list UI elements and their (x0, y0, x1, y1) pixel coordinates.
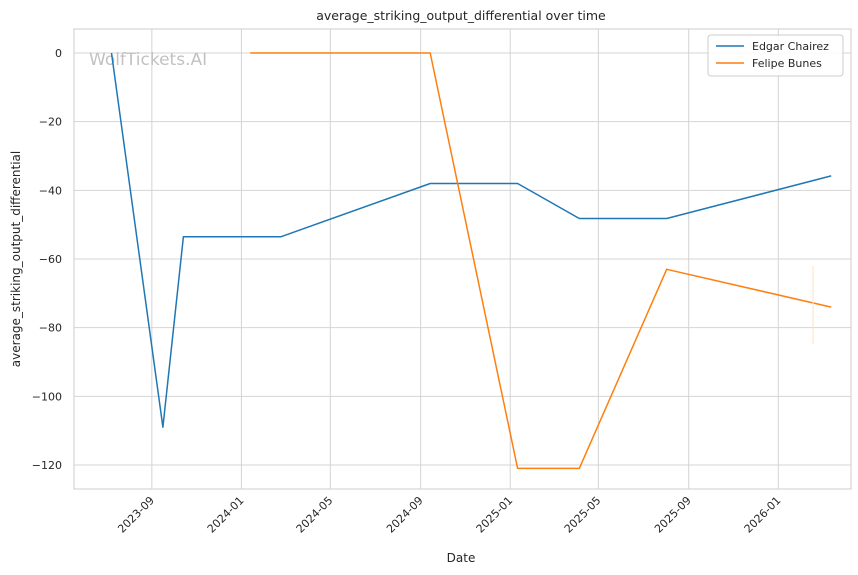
y-tick-label: −120 (32, 459, 62, 472)
y-tick-label: −40 (39, 184, 62, 197)
chart-title: average_striking_output_differential ove… (316, 8, 606, 23)
watermark: WolfTickets.AI (89, 50, 207, 70)
x-axis: 2023-09 2024-01 2024-05 2024-09 2025-01 2025-… (115, 494, 783, 536)
legend-label: Felipe Bunes (752, 57, 822, 70)
legend-label: Edgar Chairez (752, 40, 829, 53)
x-tick-label: 2025-09 (652, 494, 694, 536)
y-axis: 0 −20 −40 −60 −80 −100 −120 (32, 47, 62, 472)
x-tick-label: 2024-05 (294, 494, 336, 536)
y-tick-label: −20 (39, 116, 62, 129)
series-line (110, 52, 832, 428)
y-axis-label: average_striking_output_differential (9, 151, 23, 367)
x-tick-label: 2024-01 (205, 494, 247, 536)
x-tick-label: 2026-01 (742, 494, 784, 536)
y-tick-label: 0 (55, 47, 62, 60)
y-tick-label: −100 (32, 390, 62, 403)
x-tick-label: 2025-01 (474, 494, 516, 536)
series-layer (110, 52, 832, 470)
series-line (250, 52, 832, 470)
legend: Edgar Chairez Felipe Bunes (707, 34, 844, 77)
x-tick-label: 2025-05 (562, 494, 604, 536)
x-tick-label: 2024-09 (384, 494, 426, 536)
x-tick-label: 2023-09 (115, 494, 157, 536)
y-tick-label: −60 (39, 253, 62, 266)
y-tick-label: −80 (39, 322, 62, 335)
x-axis-label: Date (447, 551, 476, 565)
